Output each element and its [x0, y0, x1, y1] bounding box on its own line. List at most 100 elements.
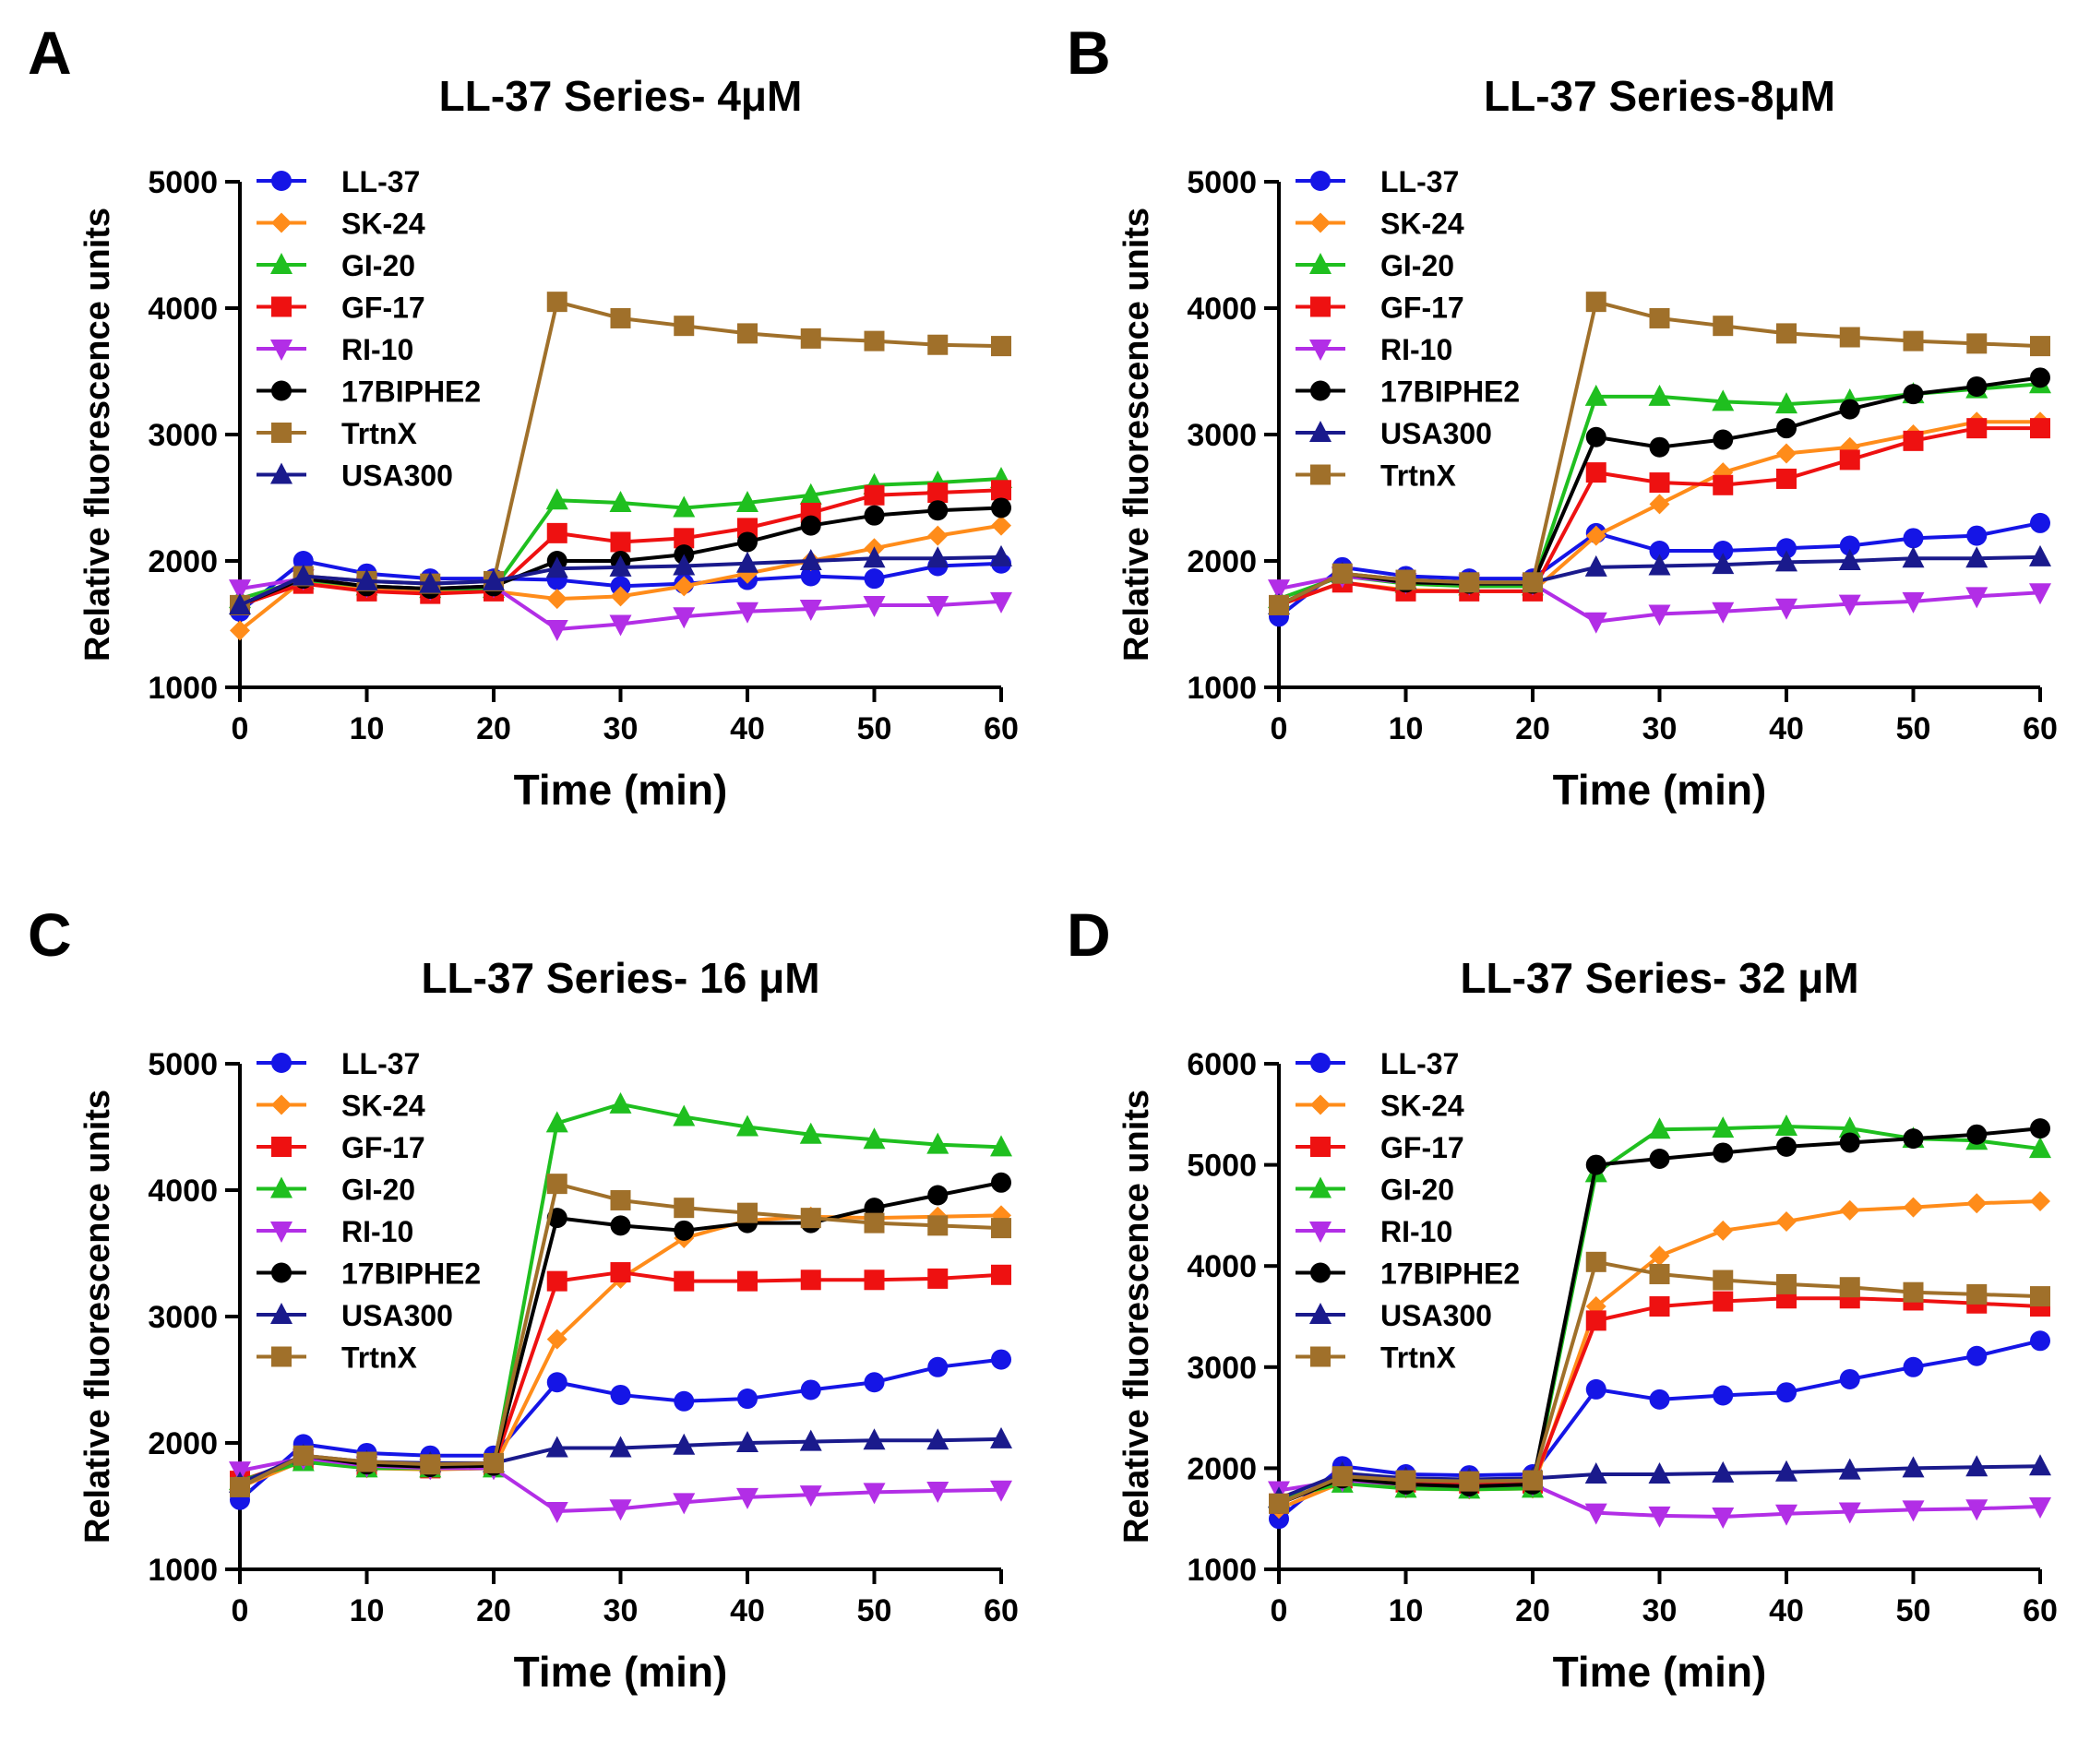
- legend-item: 17BIPHE2: [257, 1257, 481, 1291]
- data-point: [1713, 429, 1734, 450]
- data-point: [863, 1483, 886, 1505]
- y-tick-label: 2000: [1187, 544, 1257, 579]
- legend-marker: [1310, 171, 1331, 191]
- y-tick-label: 5000: [1187, 165, 1257, 200]
- legend-marker: [1310, 1137, 1331, 1157]
- legend-item: GI-20: [257, 1174, 415, 1207]
- data-point: [1903, 1197, 1924, 1218]
- data-point: [1649, 472, 1670, 494]
- data-point: [1459, 572, 1480, 593]
- data-point: [229, 592, 251, 614]
- legend-marker: [271, 1137, 292, 1157]
- x-tick-label: 10: [350, 1593, 385, 1628]
- legend-label: SK-24: [341, 208, 425, 241]
- data-point: [927, 334, 949, 355]
- data-point: [1903, 1356, 1924, 1377]
- x-tick-label: 20: [1515, 711, 1550, 746]
- legend-marker: [270, 1222, 293, 1243]
- data-point: [1776, 538, 1797, 559]
- data-point: [799, 1429, 822, 1451]
- data-point: [1776, 468, 1797, 489]
- data-point: [1838, 594, 1861, 616]
- x-tick-label: 40: [730, 711, 765, 746]
- data-point: [2030, 1330, 2050, 1352]
- x-tick-label: 50: [1896, 1593, 1931, 1628]
- data-point: [673, 1493, 696, 1515]
- legend-label: LL-37: [1380, 165, 1459, 198]
- data-point: [292, 564, 315, 586]
- legend-marker: [1310, 1262, 1331, 1283]
- data-point: [546, 1174, 567, 1195]
- data-point: [1332, 1466, 1353, 1487]
- y-tick-label: 4000: [148, 1174, 218, 1209]
- y-tick-label: 2000: [1187, 1451, 1257, 1486]
- data-point: [737, 1202, 758, 1223]
- data-point: [673, 1104, 696, 1126]
- legend-item: TrtnX: [257, 1341, 417, 1375]
- data-point: [1649, 494, 1670, 515]
- data-point: [1966, 1345, 1988, 1366]
- series-line: [238, 1357, 1002, 1502]
- legend-marker: [271, 380, 292, 401]
- x-tick-label: 10: [1389, 711, 1424, 746]
- legend-marker: [1309, 421, 1332, 442]
- data-point: [610, 1384, 631, 1405]
- legend-marker: [1310, 380, 1331, 401]
- data-point: [800, 1379, 821, 1400]
- panel-letter: C: [28, 900, 72, 969]
- data-point: [1649, 1389, 1670, 1410]
- data-point: [2030, 1286, 2050, 1307]
- data-point: [736, 490, 758, 512]
- legend-label: RI-10: [1380, 333, 1452, 366]
- legend-item: USA300: [1296, 1299, 1492, 1332]
- legend-item: RI-10: [257, 1215, 413, 1248]
- data-point: [1584, 554, 1607, 577]
- x-axis-label: Time (min): [1553, 766, 1767, 814]
- data-point: [1966, 1124, 1988, 1145]
- data-point: [1839, 399, 1860, 420]
- data-point: [1775, 392, 1797, 414]
- data-point: [2030, 1118, 2050, 1139]
- data-point: [1965, 587, 1988, 609]
- legend-item: 17BIPHE2: [1296, 375, 1520, 409]
- data-point: [1839, 1199, 1860, 1221]
- data-point: [799, 549, 822, 570]
- data-point: [737, 1270, 758, 1292]
- legend-marker: [1309, 253, 1332, 274]
- data-point: [1332, 563, 1353, 584]
- data-point: [736, 602, 758, 624]
- data-point: [230, 1476, 250, 1497]
- legend-label: USA300: [1380, 417, 1492, 450]
- data-point: [926, 1428, 949, 1450]
- data-point: [610, 1215, 631, 1236]
- y-tick-label: 3000: [148, 418, 218, 453]
- legend-label: RI-10: [341, 1215, 413, 1248]
- data-point: [1585, 462, 1606, 483]
- legend-item: SK-24: [1296, 208, 1464, 241]
- data-point: [1269, 594, 1289, 615]
- legend-label: LL-37: [341, 1047, 420, 1080]
- data-point: [1269, 1493, 1289, 1514]
- y-tick-label: 2000: [148, 1426, 218, 1461]
- legend-item: USA300: [257, 1299, 453, 1332]
- data-point: [1584, 1503, 1607, 1525]
- data-point: [1713, 541, 1734, 562]
- legend-item: TrtnX: [1296, 459, 1456, 493]
- data-point: [737, 518, 758, 539]
- y-tick-label: 1000: [1187, 1553, 1257, 1588]
- data-point: [1965, 546, 1988, 568]
- data-point: [864, 484, 885, 506]
- data-point: [927, 1215, 949, 1236]
- data-point: [1584, 1461, 1607, 1484]
- data-point: [1268, 579, 1290, 602]
- data-point: [1903, 384, 1924, 405]
- data-point: [1648, 554, 1671, 576]
- data-point: [2029, 583, 2051, 605]
- data-point: [736, 1114, 758, 1137]
- data-point: [737, 531, 758, 553]
- legend-item: LL-37: [257, 165, 420, 198]
- chart-svg: B LL-37 Series-8μM 1000 2000 3000 4000 5000 0 10…: [1067, 18, 2058, 814]
- legend-marker: [271, 296, 292, 317]
- data-point: [484, 1452, 504, 1473]
- series-trtnx: [230, 1174, 1011, 1497]
